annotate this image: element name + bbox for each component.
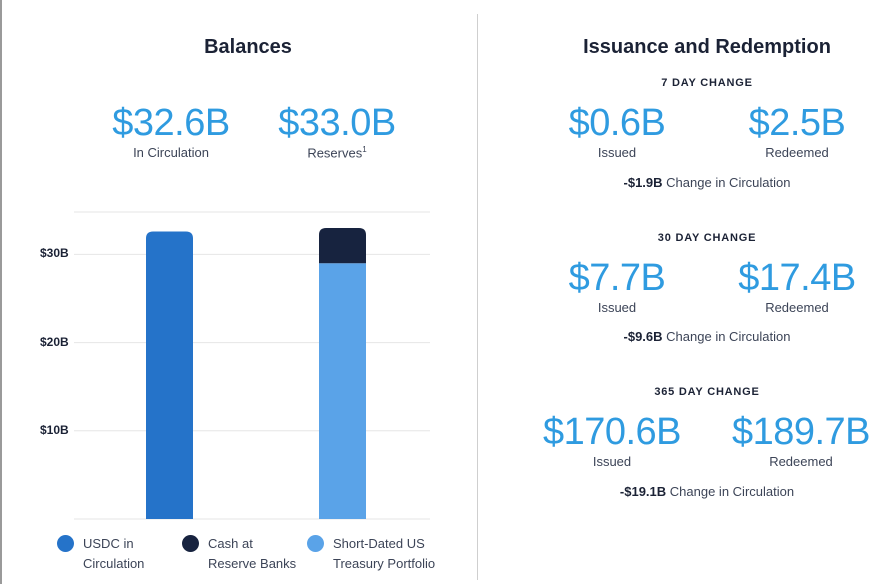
legend-usdc-line1: USDC in bbox=[83, 536, 134, 551]
legend-swatch-cash bbox=[182, 535, 199, 552]
period-7-redeemed-value: $2.5B bbox=[748, 102, 846, 144]
ytick-label-10: $10B bbox=[40, 422, 69, 437]
period-7-change-label: Change in Circulation bbox=[666, 175, 791, 190]
period-365-issued-label: Issued bbox=[592, 454, 632, 469]
period-30-change-value: -$9.6B bbox=[623, 329, 663, 344]
period-30-issued-value: $7.7B bbox=[568, 257, 666, 299]
period-30-heading: 30 DAY CHANGE bbox=[657, 232, 757, 244]
legend-label-cash: Cash at Reserve Banks bbox=[208, 534, 296, 574]
window-edge bbox=[0, 0, 2, 584]
period-7-redeemed-label: Redeemed bbox=[765, 145, 829, 160]
legend-label-treasury: Short-Dated US Treasury Portfolio bbox=[333, 534, 435, 574]
bar-1-short-dated-us-treasury-portfolio bbox=[319, 263, 366, 519]
period-30-change: -$9.6B Change in Circulation bbox=[557, 329, 857, 344]
legend-treasury-line1: Short-Dated US bbox=[333, 536, 425, 551]
period-365-change: -$19.1B Change in Circulation bbox=[557, 484, 857, 499]
period-30-issued-label: Issued bbox=[597, 300, 637, 315]
reserves-label: Reserves1 bbox=[232, 145, 442, 160]
period-365-change-label: Change in Circulation bbox=[669, 484, 795, 499]
period-30-change-label: Change in Circulation bbox=[666, 329, 791, 344]
balances-title: Balances bbox=[204, 36, 292, 58]
legend-treasury-line2: Treasury Portfolio bbox=[333, 556, 436, 571]
period-7-heading: 7 DAY CHANGE bbox=[661, 77, 753, 89]
issuance-title: Issuance and Redemption bbox=[583, 36, 831, 58]
legend-swatch-usdc bbox=[57, 535, 74, 552]
legend-cash-line2: Reserve Banks bbox=[208, 556, 297, 571]
period-365-heading: 365 DAY CHANGE bbox=[654, 386, 760, 398]
ytick-label-20: $20B bbox=[40, 334, 69, 349]
period-7-issued-label: Issued bbox=[597, 145, 637, 160]
legend-label-usdc: USDC in Circulation bbox=[83, 534, 144, 574]
circulation-value: $32.6B bbox=[112, 102, 230, 144]
legend-usdc-line2: Circulation bbox=[83, 556, 145, 571]
reserves-value: $33.0B bbox=[278, 102, 396, 144]
period-365-issued-value: $170.6B bbox=[542, 411, 682, 453]
legend-cash-line1: Cash at bbox=[208, 536, 253, 551]
period-365-redeemed-label: Redeemed bbox=[769, 454, 833, 469]
balances-bar-chart bbox=[74, 211, 430, 520]
reserves-footnote-marker: 1 bbox=[362, 145, 367, 154]
reserves-label-text: Reserves bbox=[307, 145, 363, 161]
bar-0-usdc-in-circulation bbox=[146, 231, 193, 519]
period-365-change-value: -$19.1B bbox=[619, 484, 667, 499]
legend-swatch-treasury bbox=[307, 535, 324, 552]
period-7-change: -$1.9B Change in Circulation bbox=[557, 175, 857, 190]
circulation-label: In Circulation bbox=[133, 145, 209, 160]
period-7-change-value: -$1.9B bbox=[623, 175, 663, 190]
column-divider bbox=[477, 14, 478, 580]
period-30-redeemed-value: $17.4B bbox=[738, 257, 856, 299]
period-365-redeemed-value: $189.7B bbox=[731, 411, 871, 453]
bar-1-cash-at-reserve-banks bbox=[319, 227, 366, 264]
period-7-issued-value: $0.6B bbox=[568, 102, 666, 144]
period-30-redeemed-label: Redeemed bbox=[765, 300, 829, 315]
ytick-label-30: $30B bbox=[40, 246, 69, 261]
